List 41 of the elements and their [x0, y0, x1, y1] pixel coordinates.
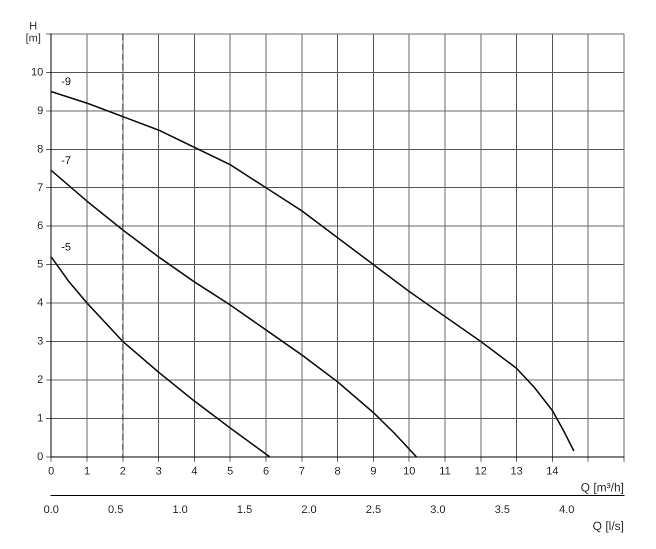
x-tick-label: 2	[120, 465, 126, 478]
x2-tick-label: 2.5	[366, 504, 382, 516]
y-axis-title: H [m]	[26, 20, 41, 45]
x2-tick-label: 0.0	[44, 504, 59, 516]
y-tick-label: 7	[37, 182, 44, 194]
x-tick-label: 14	[546, 465, 559, 478]
y-tick-label: 9	[37, 104, 44, 117]
y-tick-label: 2	[37, 374, 44, 386]
x-tick-label: 1	[84, 465, 90, 478]
x2-tick-label: 2.0	[301, 504, 317, 516]
y-tick-label: 6	[37, 220, 44, 232]
x2-tick-label: 1.5	[236, 504, 252, 516]
x2-tick-label: 3.0	[430, 504, 446, 516]
x2-tick-label: 1.0	[172, 504, 188, 516]
y-tick-label: 4	[37, 297, 44, 310]
x-tick-label: 11	[439, 465, 451, 478]
y-tick-label: 3	[37, 336, 44, 348]
x-tick-label: 7	[298, 465, 305, 478]
x-tick-label: 4	[191, 465, 198, 478]
series-label: -5	[61, 241, 72, 254]
series-label: -7	[61, 154, 72, 167]
x2-tick-label: 4.0	[559, 504, 574, 516]
x-tick-label: 6	[262, 465, 270, 478]
x-tick-label: 10	[403, 465, 416, 478]
x-tick-label: 13	[510, 465, 523, 478]
x-tick-label: 9	[370, 465, 376, 478]
x-tick-label: 3	[156, 465, 162, 478]
x-tick-label: 12	[474, 465, 487, 478]
y-tick-label: 1	[37, 412, 44, 424]
y-tick-label: 5	[37, 258, 44, 271]
series-label: -9	[61, 76, 72, 88]
y-tick-label: 10	[30, 66, 44, 78]
x2-axis-title: Q [l/s]	[592, 519, 624, 534]
x-tick-label: 8	[334, 465, 341, 478]
x-tick-label: 0	[48, 465, 54, 478]
x-tick-label: 5	[227, 465, 234, 478]
x2-tick-label: 0.5	[108, 504, 124, 516]
x-axis-title: Q [m³/h]	[580, 480, 624, 495]
x2-tick-label: 3.5	[494, 504, 510, 516]
y-tick-label: 8	[37, 143, 44, 156]
y-tick-label: 0	[37, 450, 44, 463]
